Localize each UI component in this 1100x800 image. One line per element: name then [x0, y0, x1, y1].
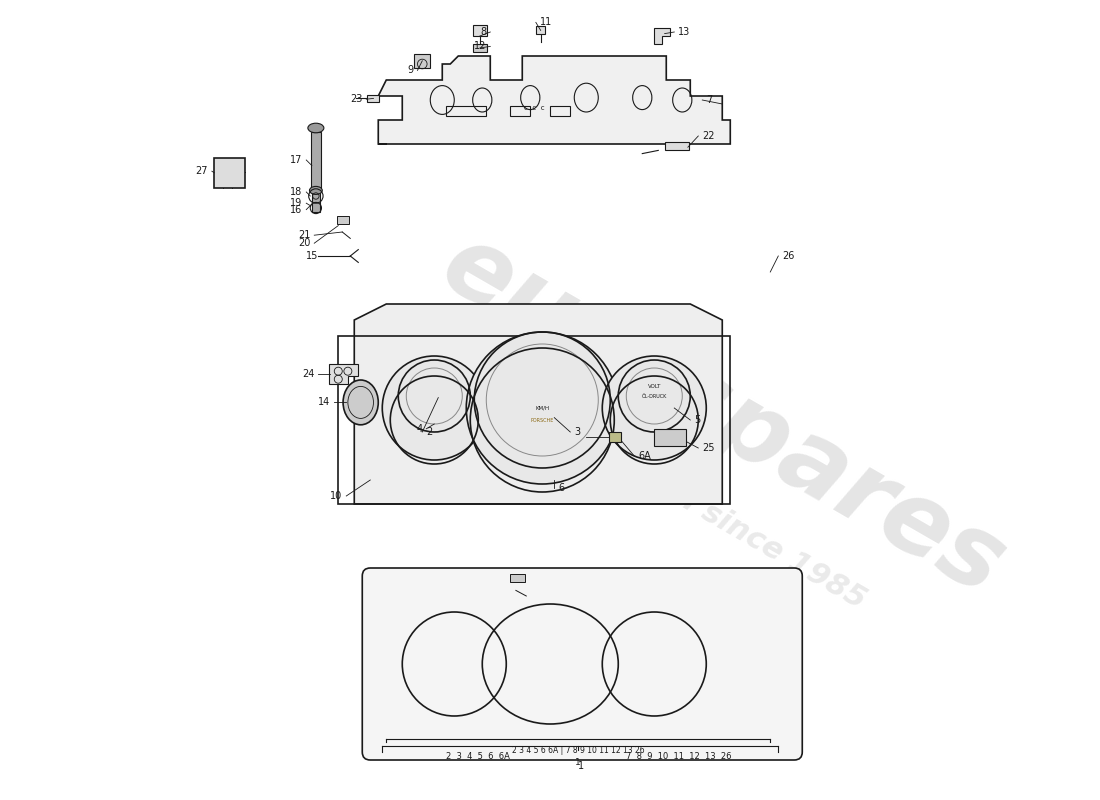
Bar	[214, 158, 244, 188]
Text: 3: 3	[574, 427, 581, 437]
Bar	[510, 574, 525, 582]
Text: eurospares: eurospares	[425, 216, 1021, 616]
Text: 6: 6	[559, 483, 564, 493]
Text: c  c  c: c c c	[524, 105, 544, 111]
Text: 12: 12	[474, 42, 486, 51]
Text: 1: 1	[575, 758, 581, 767]
Bar	[536, 26, 546, 34]
Text: 11: 11	[540, 18, 552, 27]
Text: 26: 26	[782, 251, 794, 261]
Text: ÖL-DRUCK: ÖL-DRUCK	[641, 394, 667, 398]
Bar	[337, 216, 349, 224]
Polygon shape	[354, 304, 723, 504]
Text: KM/H: KM/H	[536, 406, 549, 410]
Circle shape	[383, 356, 486, 460]
Text: 5: 5	[694, 415, 701, 425]
Ellipse shape	[343, 380, 378, 425]
Bar	[550, 106, 570, 116]
Bar	[654, 429, 686, 446]
Text: 13: 13	[679, 27, 691, 37]
Bar	[312, 192, 320, 212]
Text: 10: 10	[330, 491, 342, 501]
Text: 22: 22	[702, 131, 715, 141]
Text: 2  3  4  5  6  6A: 2 3 4 5 6 6A	[447, 752, 510, 762]
Circle shape	[466, 332, 618, 484]
Text: 17: 17	[290, 155, 303, 165]
Text: 4: 4	[416, 424, 422, 434]
Text: 14: 14	[318, 397, 330, 406]
Circle shape	[603, 356, 706, 460]
Bar	[473, 44, 487, 52]
Ellipse shape	[309, 186, 322, 194]
Text: 7: 7	[706, 95, 713, 105]
Bar	[664, 142, 689, 150]
Text: VOLT: VOLT	[648, 384, 661, 389]
Text: PORSCHE: PORSCHE	[530, 418, 554, 422]
Text: 16: 16	[290, 205, 303, 214]
Bar	[608, 432, 620, 442]
Text: 23: 23	[350, 94, 362, 104]
Bar	[473, 25, 487, 36]
Bar	[415, 54, 430, 68]
Polygon shape	[378, 56, 730, 144]
Text: 27: 27	[196, 166, 208, 176]
Text: 21: 21	[298, 230, 310, 240]
Text: 8: 8	[480, 27, 486, 37]
Text: 19: 19	[290, 198, 303, 208]
Bar	[447, 106, 486, 116]
Text: 18: 18	[290, 187, 303, 197]
Text: 6A: 6A	[638, 451, 651, 461]
Bar	[510, 106, 530, 116]
Bar	[367, 95, 380, 102]
Polygon shape	[654, 28, 670, 44]
Ellipse shape	[308, 123, 323, 133]
Text: 24: 24	[301, 370, 315, 379]
Polygon shape	[329, 364, 359, 384]
Text: 1: 1	[578, 762, 584, 771]
Text: 25: 25	[702, 443, 715, 453]
Text: 2: 2	[427, 427, 432, 437]
Text: 7  8  9  10  11  12  13  26: 7 8 9 10 11 12 13 26	[626, 752, 732, 762]
Bar	[311, 132, 321, 188]
Text: passion since 1985: passion since 1985	[573, 426, 871, 614]
Text: 20: 20	[298, 238, 310, 248]
Text: 2 3 4 5 6 6A | 7 8 9 10 11 12 13 26: 2 3 4 5 6 6A | 7 8 9 10 11 12 13 26	[512, 746, 645, 755]
Text: 9: 9	[407, 66, 414, 75]
FancyBboxPatch shape	[362, 568, 802, 760]
Text: 15: 15	[306, 251, 318, 261]
